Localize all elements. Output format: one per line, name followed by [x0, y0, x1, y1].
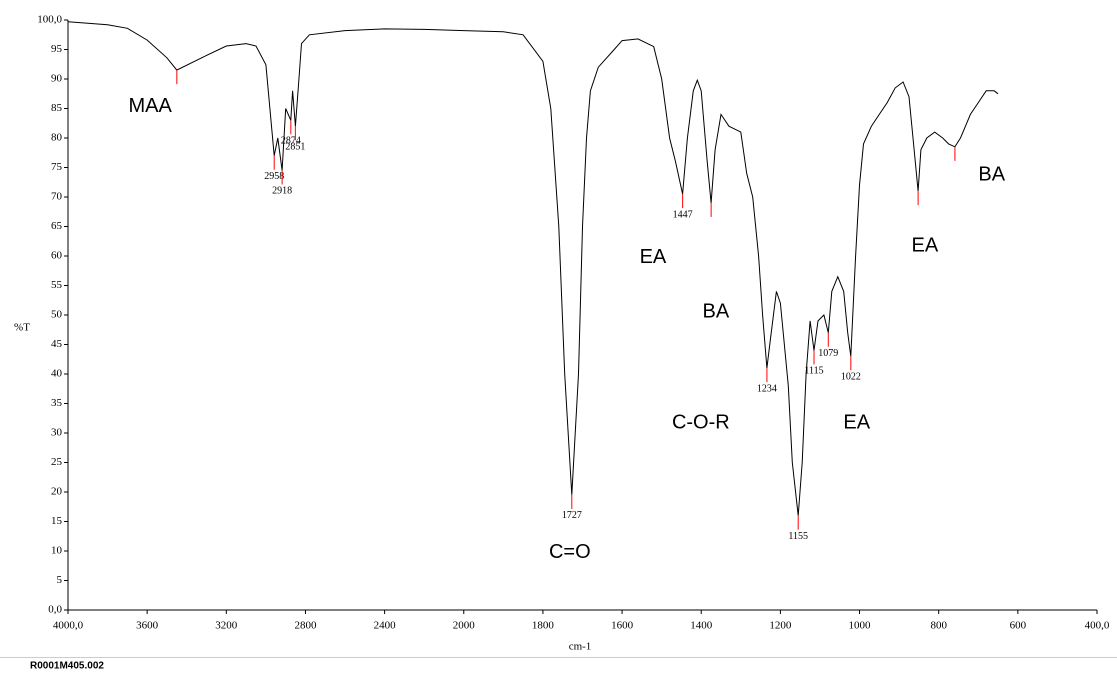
y-tick-label: 95 — [51, 43, 63, 55]
y-tick-label: 35 — [51, 397, 63, 409]
peak-label: 2851 — [285, 141, 305, 152]
annotation: C-O-R — [672, 411, 730, 433]
x-tick-label: 2800 — [294, 620, 317, 632]
spectrum-line — [67, 21, 999, 516]
y-tick-label: 5 — [57, 574, 63, 586]
annotation: BA — [978, 163, 1005, 185]
x-tick-label: 2000 — [453, 620, 476, 632]
footer: R0001M405.002 — [30, 661, 104, 672]
y-tick-label: 15 — [51, 515, 63, 527]
y-tick-label: 0,0 — [48, 604, 62, 616]
annotation: EA — [843, 411, 870, 433]
x-tick-label: 1200 — [769, 620, 792, 632]
peak-label: 1234 — [757, 383, 777, 394]
y-tick-label: 85 — [51, 102, 63, 114]
peak-label: 1155 — [788, 531, 808, 542]
y-tick-label: 80 — [51, 132, 63, 144]
peak-label: 2874 — [281, 136, 301, 147]
x-tick-label: 4000,0 — [53, 620, 84, 632]
y-tick-label: 10 — [51, 545, 63, 557]
y-tick-label: 90 — [51, 73, 63, 85]
annotation: EA — [911, 234, 938, 256]
x-tick-label: 3200 — [215, 620, 238, 632]
y-axis-label: %T — [14, 322, 30, 334]
peak-label: 1727 — [562, 510, 582, 521]
x-tick-label: 3600 — [136, 620, 159, 632]
annotation: EA — [640, 246, 667, 268]
peak-label: 2918 — [272, 186, 292, 197]
y-tick-label: 20 — [51, 486, 63, 498]
y-tick-label: 50 — [51, 309, 63, 321]
y-tick-label: 70 — [51, 191, 63, 203]
x-tick-label: 1600 — [611, 620, 634, 632]
annotation: MAA — [128, 95, 172, 117]
y-tick-label: 25 — [51, 456, 63, 468]
x-tick-label: 600 — [1010, 620, 1027, 632]
x-tick-label: 400,0 — [1085, 620, 1110, 632]
x-tick-label: 1000 — [849, 620, 872, 632]
y-tick-label: 55 — [51, 279, 63, 291]
peak-label: 1079 — [818, 348, 838, 359]
peak-label: 2958 — [264, 171, 284, 182]
x-tick-label: 1400 — [690, 620, 713, 632]
annotation: C=O — [549, 541, 591, 563]
y-tick-label: 60 — [51, 250, 63, 262]
y-tick-label: 75 — [51, 161, 63, 173]
peak-label: 1022 — [841, 372, 861, 383]
y-tick-label: 100,0 — [37, 14, 62, 26]
y-tick-label: 30 — [51, 427, 63, 439]
y-tick-label: 65 — [51, 220, 63, 232]
x-tick-label: 800 — [930, 620, 947, 632]
x-tick-label: 1800 — [532, 620, 555, 632]
peak-label: 1115 — [804, 366, 823, 377]
x-axis-label: cm-1 — [569, 641, 592, 653]
annotation: BA — [703, 300, 730, 322]
x-tick-label: 2400 — [374, 620, 397, 632]
y-tick-label: 40 — [51, 368, 63, 380]
peak-label: 1447 — [673, 209, 693, 220]
y-tick-label: 45 — [51, 338, 63, 350]
